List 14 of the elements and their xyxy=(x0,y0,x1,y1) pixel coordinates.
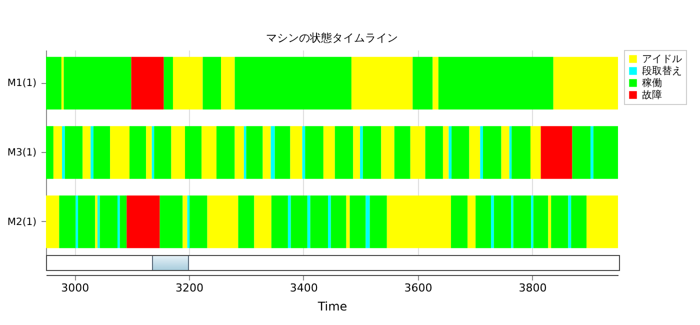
legend-label: 段取替え xyxy=(642,65,682,77)
x-axis-title: Time xyxy=(316,300,348,314)
y-tick-label: M3(1) xyxy=(7,148,37,158)
y-tick-label: M2(1) xyxy=(7,216,37,228)
chart-title: マシンの状態タイムライン xyxy=(266,32,398,44)
y-tick-label: M1(1) xyxy=(7,78,37,90)
x-tick-label: 3800 xyxy=(518,282,547,294)
x-tick-label: 3000 xyxy=(61,282,90,294)
legend-label: 稼働 xyxy=(642,77,662,89)
x-tick-label: 3400 xyxy=(290,282,318,294)
x-tick-label: 3600 xyxy=(404,282,432,294)
x-tick-label: 3200 xyxy=(176,282,204,294)
legend-label: 故障 xyxy=(642,89,662,101)
legend-label: アイドル xyxy=(642,54,682,65)
